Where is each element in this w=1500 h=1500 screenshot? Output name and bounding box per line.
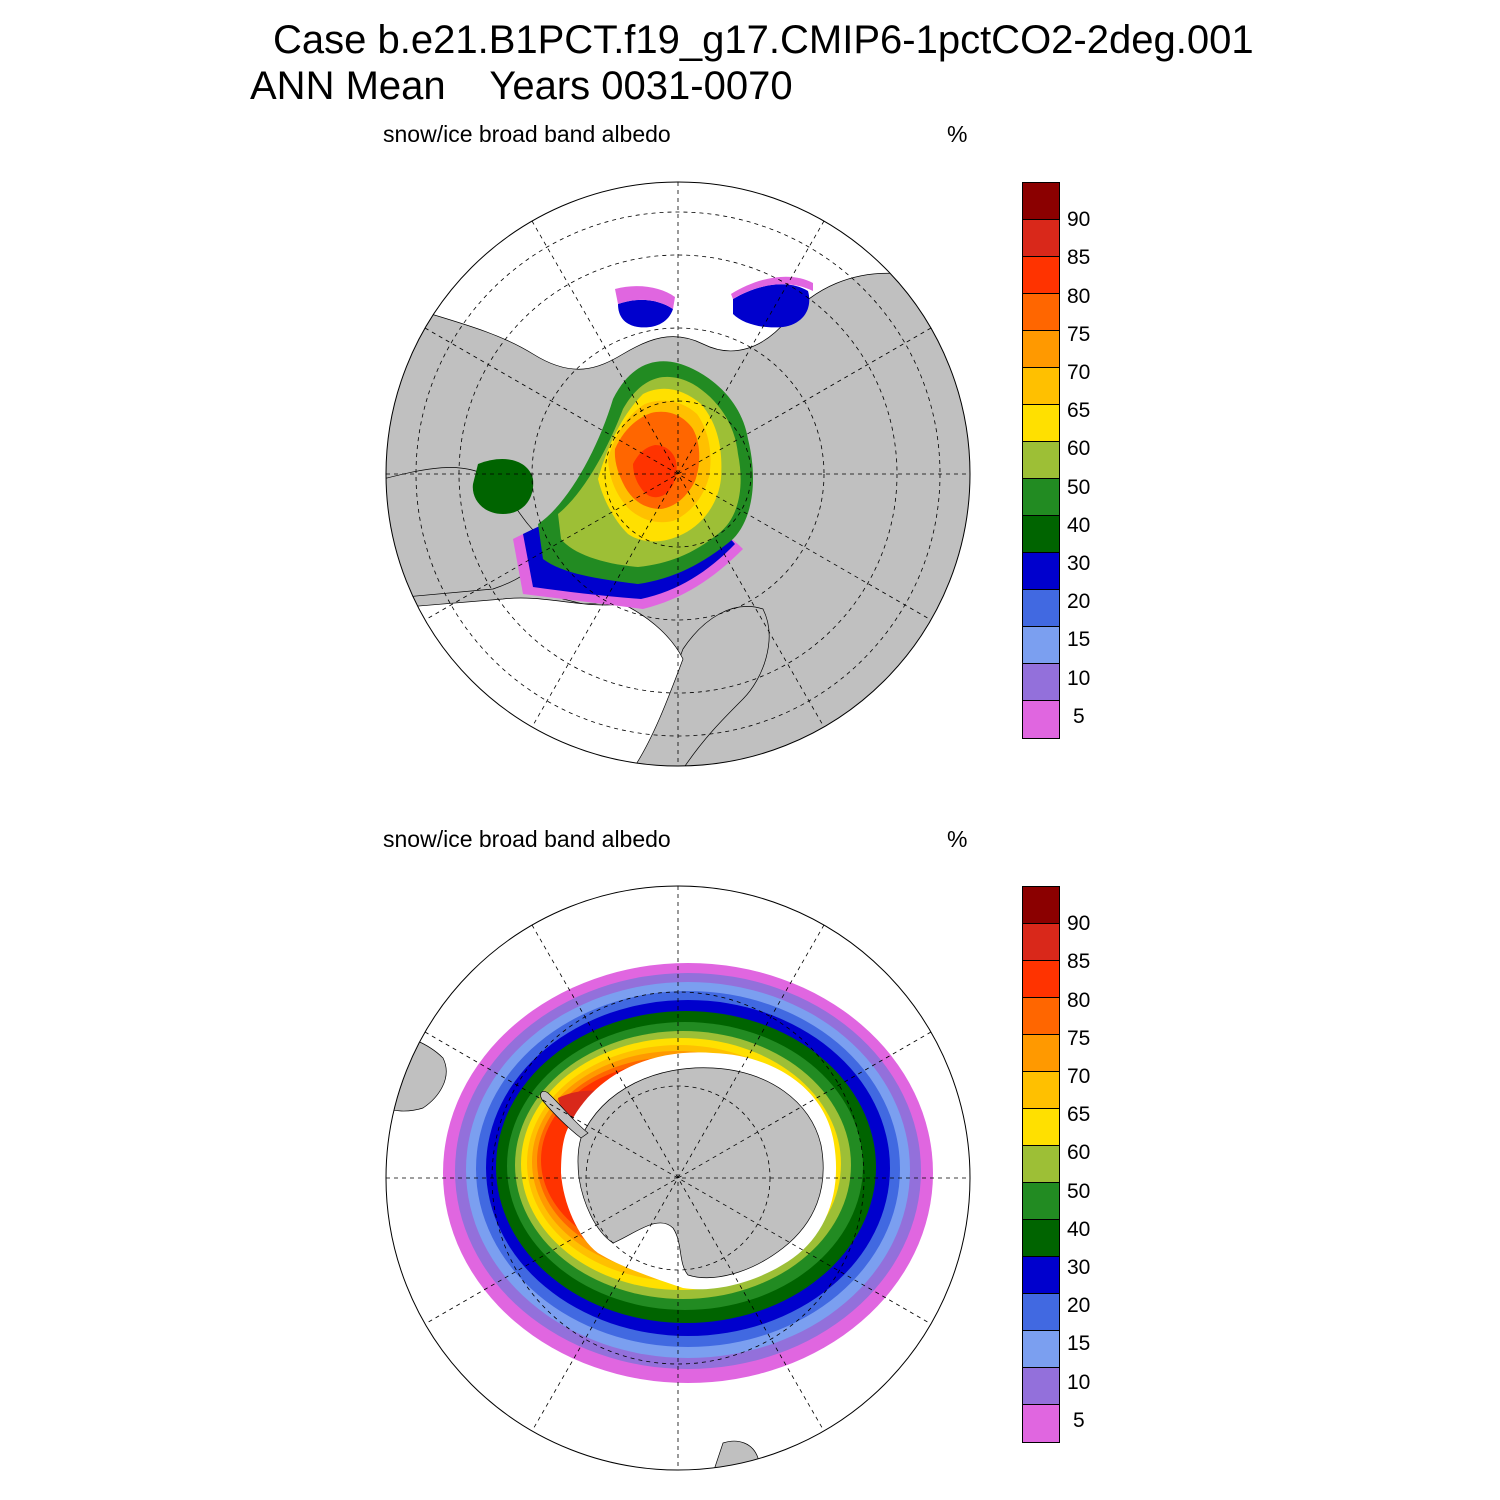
antarctic-polar-map	[385, 885, 971, 1471]
colorbar-swatch	[1023, 627, 1059, 664]
colorbar-swatch	[1023, 1035, 1059, 1072]
land-antarctic-peninsula	[540, 1090, 589, 1139]
colorbar-tick-label: 5	[1073, 1408, 1085, 1432]
colorbar-tick-label: 75	[1067, 1026, 1091, 1050]
ice-band-80	[633, 445, 677, 498]
colorbar-tick-label: 15	[1067, 628, 1091, 652]
colorbar	[1022, 886, 1060, 1443]
colorbar-swatch	[1023, 1220, 1059, 1257]
panel-title: snow/ice broad band albedo	[383, 826, 671, 852]
colorbar-swatch	[1023, 1257, 1059, 1294]
colorbar-tick-label: 10	[1067, 666, 1091, 690]
colorbar-tick-label: 80	[1067, 988, 1091, 1012]
panel-units: %	[947, 826, 968, 852]
colorbar-swatch	[1023, 220, 1059, 257]
colorbar-tick-label: 30	[1067, 552, 1091, 575]
colorbar-tick-label: 30	[1067, 1256, 1091, 1279]
colorbar-swatch	[1023, 961, 1059, 998]
colorbar-tick-label: 50	[1067, 1179, 1091, 1203]
colorbar-tick-label: 60	[1067, 437, 1091, 461]
colorbar-swatch	[1023, 183, 1059, 220]
colorbar-tick-label: 90	[1067, 208, 1091, 232]
colorbar-swatch	[1023, 1146, 1059, 1183]
colorbar-tick-label: 75	[1067, 322, 1091, 346]
colorbar-swatch	[1023, 1405, 1059, 1442]
colorbar-swatch	[1023, 1072, 1059, 1109]
colorbar-swatch	[1023, 294, 1059, 331]
colorbar-swatch	[1023, 368, 1059, 405]
panel-units: %	[947, 121, 968, 147]
ice-okhotsk	[733, 284, 810, 328]
colorbar-swatch	[1023, 664, 1059, 701]
colorbar-swatch	[1023, 257, 1059, 294]
colorbar-tick-label: 60	[1067, 1141, 1091, 1165]
colorbar-swatch	[1023, 590, 1059, 627]
colorbar-swatch	[1023, 516, 1059, 553]
colorbar-swatch	[1023, 405, 1059, 442]
colorbar-tick-label: 5	[1073, 704, 1085, 728]
ice-bering	[618, 299, 673, 328]
colorbar-tick-label: 85	[1067, 246, 1091, 270]
colorbar-swatch	[1023, 924, 1059, 961]
colorbar-tick-label: 80	[1067, 284, 1091, 308]
ice-okhotsk-edge	[731, 276, 813, 299]
colorbar-tick-label: 50	[1067, 475, 1091, 499]
colorbar-tick-label: 85	[1067, 950, 1091, 974]
colorbar-swatch	[1023, 1109, 1059, 1146]
colorbar-tick-label: 20	[1067, 590, 1091, 614]
colorbar	[1022, 182, 1060, 739]
colorbar-swatch	[1023, 1183, 1059, 1220]
colorbar-swatch	[1023, 553, 1059, 590]
land-antarctica	[577, 1067, 824, 1278]
colorbar-swatch	[1023, 887, 1059, 924]
ice-hudson-bay	[472, 459, 534, 514]
colorbar-tick-label: 10	[1067, 1370, 1091, 1394]
colorbar-swatch	[1023, 479, 1059, 516]
panel-title: snow/ice broad band albedo	[383, 121, 671, 147]
colorbar-swatch	[1023, 1331, 1059, 1368]
colorbar-swatch	[1023, 1368, 1059, 1405]
colorbar-tick-label: 70	[1067, 361, 1091, 384]
figure-title-case: Case b.e21.B1PCT.f19_g17.CMIP6-1pctCO2-2…	[273, 18, 1254, 62]
colorbar-tick-label: 40	[1067, 513, 1091, 537]
colorbar-tick-label: 40	[1067, 1217, 1091, 1241]
colorbar-tick-label: 70	[1067, 1065, 1091, 1088]
ice-bering-edge	[615, 286, 675, 309]
colorbar-tick-label: 15	[1067, 1332, 1091, 1356]
ocean-atlantic	[386, 597, 684, 766]
colorbar-swatch	[1023, 442, 1059, 479]
figure-title-period: ANN Mean Years 0031-0070	[250, 64, 793, 108]
colorbar-swatch	[1023, 1294, 1059, 1331]
colorbar-tick-label: 90	[1067, 912, 1091, 936]
colorbar-tick-label: 65	[1067, 1103, 1091, 1127]
colorbar-tick-label: 20	[1067, 1294, 1091, 1318]
arctic-polar-map	[385, 181, 971, 767]
colorbar-swatch	[1023, 331, 1059, 368]
colorbar-tick-label: 65	[1067, 399, 1091, 423]
colorbar-swatch	[1023, 701, 1059, 738]
colorbar-swatch	[1023, 998, 1059, 1035]
